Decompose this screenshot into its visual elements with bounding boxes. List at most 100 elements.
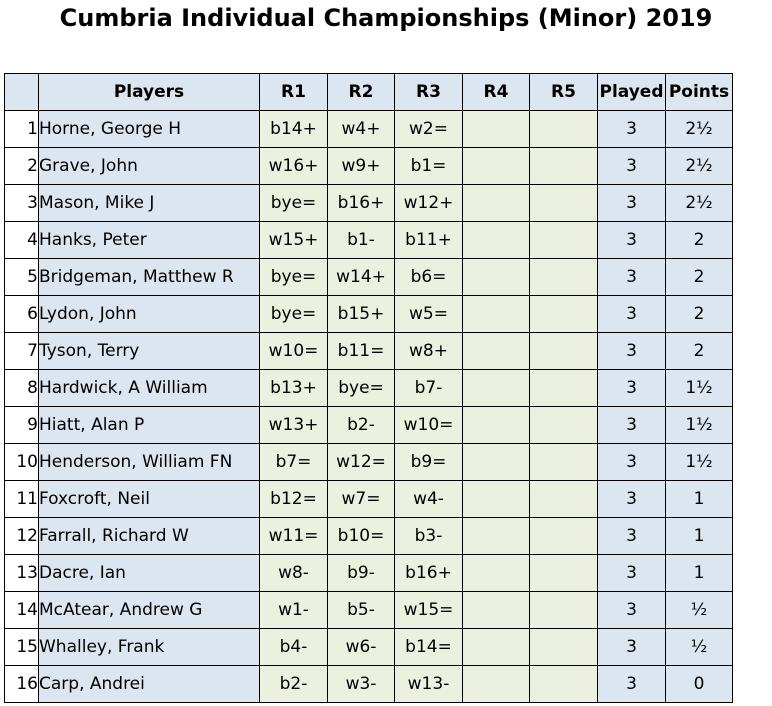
header-r1: R1 <box>259 73 328 111</box>
round-1-result: b12= <box>259 480 328 518</box>
games-played: 3 <box>597 332 666 370</box>
rank-number: 7 <box>4 332 39 370</box>
table-row: 2 Grave, John w16+ w9+ b1= 3 2½ <box>4 147 733 185</box>
player-name: Farrall, Richard W <box>38 517 260 555</box>
games-played: 3 <box>597 406 666 444</box>
round-4-result <box>462 443 530 481</box>
round-1-result: b14+ <box>259 110 328 148</box>
points-total: ½ <box>665 628 733 666</box>
player-name: Henderson, William FN <box>38 443 260 481</box>
round-1-result: w13+ <box>259 406 328 444</box>
games-played: 3 <box>597 443 666 481</box>
header-r3: R3 <box>394 73 463 111</box>
points-total: 2 <box>665 295 733 333</box>
games-played: 3 <box>597 147 666 185</box>
round-3-result: b9= <box>394 443 463 481</box>
round-2-result: b10= <box>327 517 395 555</box>
rank-number: 5 <box>4 258 39 296</box>
round-5-result <box>529 221 598 259</box>
round-3-result: w5= <box>394 295 463 333</box>
player-name: Grave, John <box>38 147 260 185</box>
games-played: 3 <box>597 517 666 555</box>
round-2-result: w12= <box>327 443 395 481</box>
round-5-result <box>529 591 598 629</box>
games-played: 3 <box>597 110 666 148</box>
points-total: 2 <box>665 332 733 370</box>
round-1-result: bye= <box>259 184 328 222</box>
header-row: Players R1 R2 R3 R4 R5 Played Points <box>4 73 733 111</box>
round-4-result <box>462 332 530 370</box>
round-5-result <box>529 332 598 370</box>
round-4-result <box>462 406 530 444</box>
rank-number: 14 <box>4 591 39 629</box>
round-5-result <box>529 369 598 407</box>
round-5-result <box>529 628 598 666</box>
round-2-result: b5- <box>327 591 395 629</box>
round-1-result: w1- <box>259 591 328 629</box>
round-5-result <box>529 517 598 555</box>
table-row: 6 Lydon, John bye= b15+ w5= 3 2 <box>4 295 733 333</box>
header-number-blank <box>4 73 39 111</box>
points-total: 1 <box>665 480 733 518</box>
round-1-result: w16+ <box>259 147 328 185</box>
round-3-result: b7- <box>394 369 463 407</box>
player-name: Foxcroft, Neil <box>38 480 260 518</box>
round-4-result <box>462 628 530 666</box>
games-played: 3 <box>597 295 666 333</box>
round-5-result <box>529 406 598 444</box>
round-5-result <box>529 184 598 222</box>
round-1-result: b2- <box>259 665 328 703</box>
points-total: 1½ <box>665 369 733 407</box>
table-row: 8 Hardwick, A William b13+ bye= b7- 3 1½ <box>4 369 733 407</box>
round-5-result <box>529 110 598 148</box>
round-2-result: w3- <box>327 665 395 703</box>
round-4-result <box>462 591 530 629</box>
rank-number: 16 <box>4 665 39 703</box>
player-name: Lydon, John <box>38 295 260 333</box>
rank-number: 11 <box>4 480 39 518</box>
player-name: Tyson, Terry <box>38 332 260 370</box>
round-5-result <box>529 443 598 481</box>
games-played: 3 <box>597 369 666 407</box>
round-3-result: b3- <box>394 517 463 555</box>
round-3-result: w13- <box>394 665 463 703</box>
player-name: Horne, George H <box>38 110 260 148</box>
round-2-result: w9+ <box>327 147 395 185</box>
rank-number: 6 <box>4 295 39 333</box>
points-total: 2 <box>665 221 733 259</box>
points-total: 2½ <box>665 184 733 222</box>
player-name: Hiatt, Alan P <box>38 406 260 444</box>
games-played: 3 <box>597 221 666 259</box>
round-4-result <box>462 295 530 333</box>
round-3-result: w15= <box>394 591 463 629</box>
round-2-result: b16+ <box>327 184 395 222</box>
round-2-result: b2- <box>327 406 395 444</box>
rank-number: 10 <box>4 443 39 481</box>
rank-number: 3 <box>4 184 39 222</box>
points-total: 2 <box>665 258 733 296</box>
round-3-result: b6= <box>394 258 463 296</box>
rank-number: 4 <box>4 221 39 259</box>
games-played: 3 <box>597 554 666 592</box>
round-4-result <box>462 258 530 296</box>
header-players: Players <box>38 73 260 111</box>
round-3-result: b16+ <box>394 554 463 592</box>
round-1-result: w10= <box>259 332 328 370</box>
round-1-result: b4- <box>259 628 328 666</box>
points-total: 1½ <box>665 443 733 481</box>
table-row: 15 Whalley, Frank b4- w6- b14= 3 ½ <box>4 628 733 666</box>
round-4-result <box>462 110 530 148</box>
table-row: 4 Hanks, Peter w15+ b1- b11+ 3 2 <box>4 221 733 259</box>
round-2-result: w4+ <box>327 110 395 148</box>
header-r4: R4 <box>462 73 530 111</box>
header-points: Points <box>665 73 733 111</box>
round-2-result: bye= <box>327 369 395 407</box>
games-played: 3 <box>597 184 666 222</box>
round-1-result: w8- <box>259 554 328 592</box>
round-3-result: w4- <box>394 480 463 518</box>
round-3-result: b1= <box>394 147 463 185</box>
